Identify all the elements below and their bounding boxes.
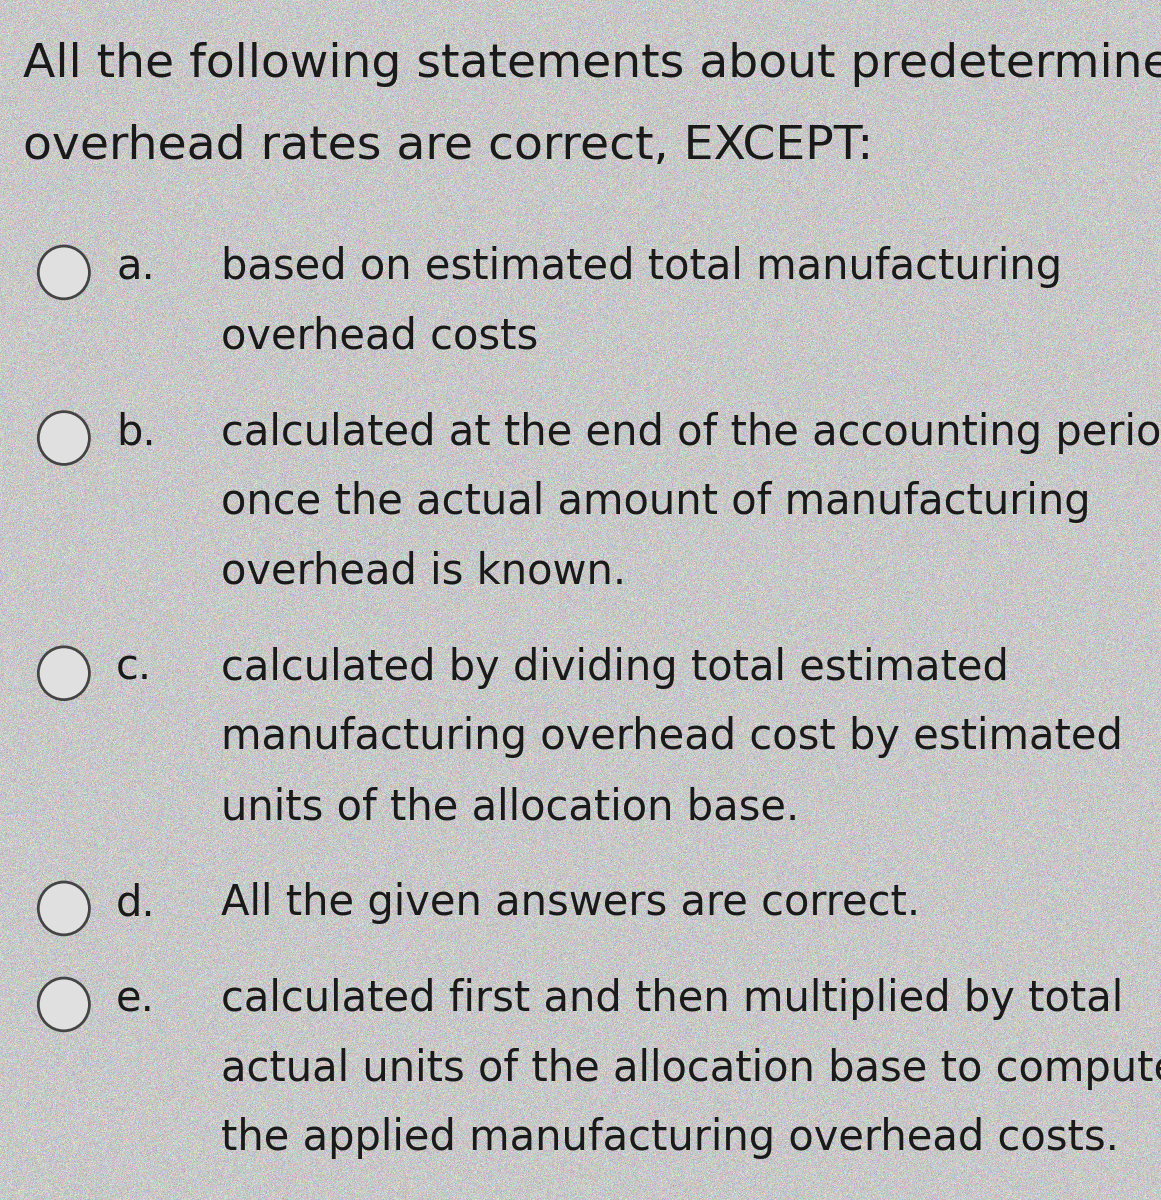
Text: based on estimated total manufacturing: based on estimated total manufacturing <box>221 246 1061 288</box>
Text: overhead is known.: overhead is known. <box>221 551 626 593</box>
Text: c.: c. <box>116 647 152 689</box>
Text: calculated first and then multiplied by total: calculated first and then multiplied by … <box>221 978 1123 1020</box>
Circle shape <box>38 647 89 700</box>
Text: b.: b. <box>116 412 156 454</box>
Text: actual units of the allocation base to compute: actual units of the allocation base to c… <box>221 1048 1161 1090</box>
Circle shape <box>38 978 89 1031</box>
Text: e.: e. <box>116 978 154 1020</box>
Circle shape <box>38 246 89 299</box>
Text: All the given answers are correct.: All the given answers are correct. <box>221 882 920 924</box>
Text: once the actual amount of manufacturing: once the actual amount of manufacturing <box>221 481 1090 523</box>
Text: calculated at the end of the accounting period: calculated at the end of the accounting … <box>221 412 1161 454</box>
Text: a.: a. <box>116 246 154 288</box>
Text: overhead costs: overhead costs <box>221 316 538 358</box>
Text: units of the allocation base.: units of the allocation base. <box>221 786 799 828</box>
Circle shape <box>38 412 89 464</box>
Text: calculated by dividing total estimated: calculated by dividing total estimated <box>221 647 1009 689</box>
Text: All the following statements about predetermined: All the following statements about prede… <box>23 42 1161 86</box>
Text: d.: d. <box>116 882 156 924</box>
Text: overhead rates are correct, EXCEPT:: overhead rates are correct, EXCEPT: <box>23 124 873 168</box>
Circle shape <box>38 882 89 935</box>
Text: the applied manufacturing overhead costs.: the applied manufacturing overhead costs… <box>221 1117 1118 1159</box>
Text: manufacturing overhead cost by estimated: manufacturing overhead cost by estimated <box>221 716 1123 758</box>
